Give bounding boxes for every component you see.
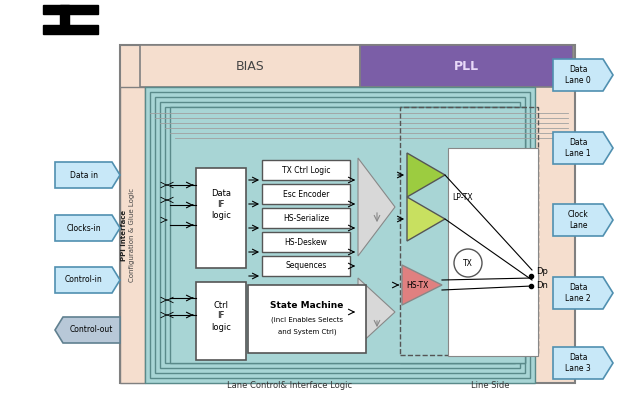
Text: HS-TX: HS-TX (406, 281, 428, 290)
Text: Data
Lane 2: Data Lane 2 (565, 283, 591, 303)
Text: logic: logic (211, 210, 231, 219)
Text: BIAS: BIAS (236, 59, 264, 72)
Text: Clock
Lane: Clock Lane (568, 210, 589, 230)
Text: (incl Enables Selects: (incl Enables Selects (271, 317, 343, 323)
Polygon shape (553, 347, 613, 379)
Text: Data
Lane 0: Data Lane 0 (565, 65, 591, 85)
Bar (60, 5, 69, 33)
Text: Data: Data (211, 188, 231, 197)
Text: logic: logic (211, 323, 231, 331)
Bar (120, 45, 575, 383)
Text: Dn: Dn (536, 281, 548, 290)
Text: IF: IF (217, 312, 225, 320)
Bar (196, 168, 246, 268)
Polygon shape (553, 59, 613, 91)
Polygon shape (553, 277, 613, 309)
Text: Sequences: Sequences (285, 262, 326, 271)
Text: Data
Lane 1: Data Lane 1 (565, 138, 591, 158)
Text: IF: IF (217, 199, 225, 208)
Text: HS-Serialize: HS-Serialize (283, 214, 329, 223)
Text: Clocks-in: Clocks-in (66, 223, 101, 232)
Bar (140, 45, 360, 87)
Bar (262, 184, 350, 204)
Text: Data in: Data in (70, 171, 97, 180)
Text: Line Side: Line Side (471, 381, 509, 390)
Polygon shape (55, 317, 120, 343)
Text: Lane Control& Interface Logic: Lane Control& Interface Logic (228, 381, 352, 390)
Circle shape (454, 249, 482, 277)
Polygon shape (553, 132, 613, 164)
Text: TX Ctrl Logic: TX Ctrl Logic (282, 165, 330, 175)
Bar (165, 107, 515, 363)
Polygon shape (55, 162, 120, 188)
Text: Esc Encoder: Esc Encoder (283, 190, 329, 199)
Text: State Machine: State Machine (270, 301, 344, 310)
Text: TX: TX (463, 258, 473, 268)
Bar (160, 102, 520, 368)
Text: and System Ctrl): and System Ctrl) (278, 329, 336, 335)
Bar (400, 107, 538, 355)
Text: Control-in: Control-in (65, 275, 102, 284)
Text: Control-out: Control-out (70, 325, 113, 335)
Bar (360, 45, 573, 87)
Text: HS-Deskew: HS-Deskew (284, 238, 328, 247)
Bar (196, 282, 246, 360)
Bar (262, 160, 350, 180)
Text: LP-TX: LP-TX (452, 193, 473, 201)
Bar (448, 148, 538, 356)
Polygon shape (358, 278, 395, 346)
Text: Dp: Dp (536, 268, 548, 277)
Polygon shape (55, 215, 120, 241)
Text: PLL: PLL (453, 59, 479, 72)
Bar (262, 208, 350, 228)
Text: Configuration & Glue Logic: Configuration & Glue Logic (129, 188, 135, 282)
Bar (120, 87, 145, 383)
Bar (43, 5, 98, 14)
Polygon shape (358, 158, 395, 256)
Text: PPI Interface: PPI Interface (121, 210, 127, 260)
Polygon shape (407, 153, 445, 197)
Bar (248, 285, 366, 353)
Polygon shape (407, 197, 445, 241)
Polygon shape (553, 204, 613, 236)
Bar (262, 256, 350, 276)
Text: Data
Lane 3: Data Lane 3 (565, 353, 591, 373)
Polygon shape (402, 265, 442, 305)
Bar (400, 107, 525, 363)
Bar (262, 232, 350, 252)
Bar (155, 97, 525, 373)
Bar (150, 92, 530, 378)
Bar (170, 107, 525, 363)
Bar (145, 87, 535, 383)
Bar (43, 25, 98, 34)
Polygon shape (55, 267, 120, 293)
Text: Ctrl: Ctrl (213, 301, 228, 310)
